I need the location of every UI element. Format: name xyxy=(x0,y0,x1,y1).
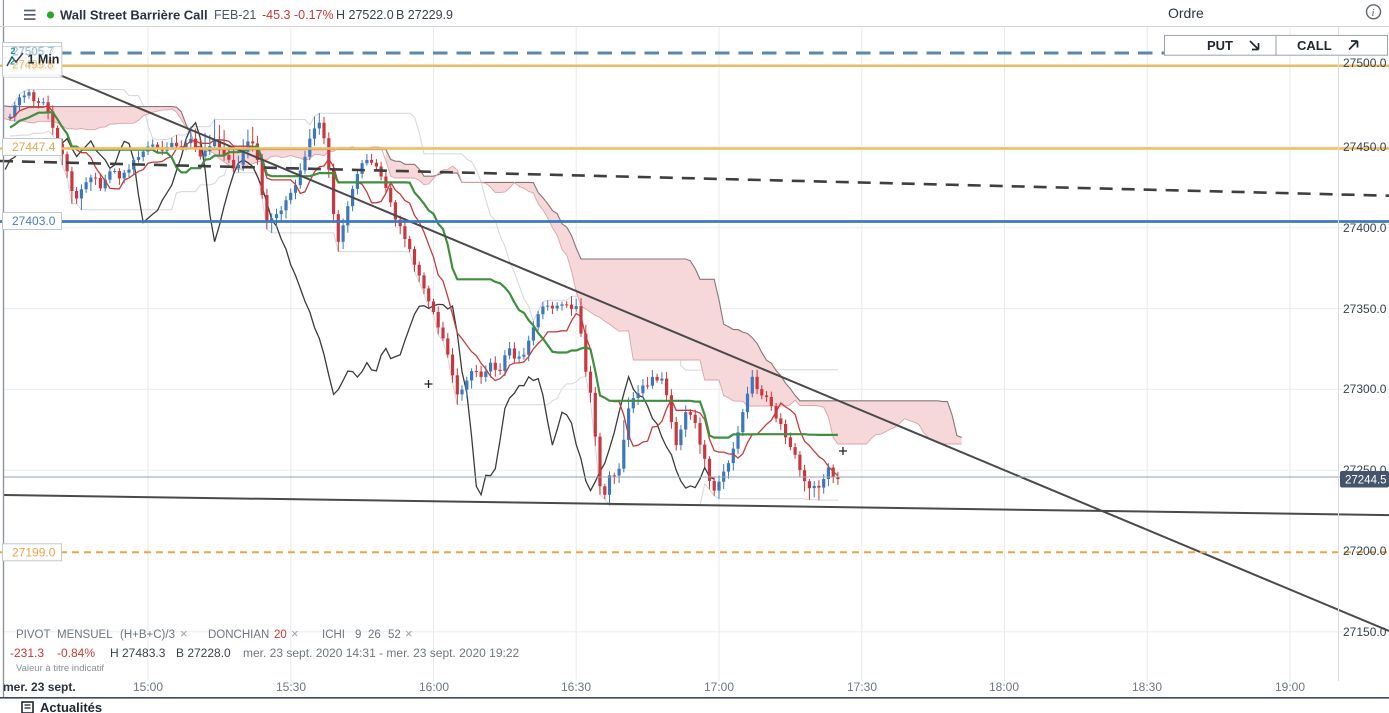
svg-text:×: × xyxy=(405,626,413,641)
svg-text:52: 52 xyxy=(388,629,401,641)
svg-text:mer. 23 sept.: mer. 23 sept. xyxy=(3,680,76,694)
svg-text:9: 9 xyxy=(355,629,361,641)
svg-text:18:30: 18:30 xyxy=(1132,680,1162,694)
svg-text:i: i xyxy=(1372,7,1375,19)
svg-text:26: 26 xyxy=(368,629,381,641)
svg-text:1 Min: 1 Min xyxy=(28,53,60,67)
svg-text:Actualités: Actualités xyxy=(40,700,102,713)
svg-text:Ordre: Ordre xyxy=(1168,5,1204,21)
svg-text:-45.3: -45.3 xyxy=(262,8,291,22)
svg-text:27300.0: 27300.0 xyxy=(1343,382,1387,396)
svg-text:(H+B+C)/3: (H+B+C)/3 xyxy=(120,629,175,641)
svg-text:18:00: 18:00 xyxy=(989,680,1019,694)
svg-text:×: × xyxy=(291,626,299,641)
svg-text:2: 2 xyxy=(11,46,16,56)
svg-text:27500.0: 27500.0 xyxy=(1343,56,1387,70)
svg-text:16:30: 16:30 xyxy=(561,680,591,694)
svg-text:17:30: 17:30 xyxy=(847,680,877,694)
svg-text:27350.0: 27350.0 xyxy=(1343,302,1387,316)
svg-text:27505.7: 27505.7 xyxy=(12,47,54,59)
svg-text:19:00: 19:00 xyxy=(1275,680,1305,694)
svg-text:27499.8: 27499.8 xyxy=(12,60,54,72)
svg-text:MENSUEL: MENSUEL xyxy=(57,629,113,641)
svg-text:-231.3: -231.3 xyxy=(10,646,44,660)
svg-text:ICHI: ICHI xyxy=(322,629,345,641)
svg-text:27199.0: 27199.0 xyxy=(12,545,56,559)
svg-text:B 27228.0: B 27228.0 xyxy=(176,646,231,660)
svg-text:-0.17%: -0.17% xyxy=(294,8,334,22)
svg-text:PUT: PUT xyxy=(1207,38,1233,53)
svg-text:Wall Street Barrière Call: Wall Street Barrière Call xyxy=(60,8,208,23)
svg-text:27447.4: 27447.4 xyxy=(12,140,56,154)
svg-text:27400.0: 27400.0 xyxy=(1343,221,1387,235)
svg-text:H 27483.3: H 27483.3 xyxy=(110,646,166,660)
svg-text:DONCHIAN: DONCHIAN xyxy=(208,629,269,641)
svg-text:2: 2 xyxy=(10,57,15,67)
svg-text:B 27229.9: B 27229.9 xyxy=(396,8,453,22)
svg-text:PIVOT: PIVOT xyxy=(16,629,51,641)
svg-text:mer. 23 sept. 2020 14:31 - mer: mer. 23 sept. 2020 14:31 - mer. 23 sept.… xyxy=(243,646,520,660)
svg-text:20: 20 xyxy=(274,629,287,641)
svg-text:FEB-21: FEB-21 xyxy=(214,8,256,22)
svg-text:×: × xyxy=(180,626,188,641)
svg-text:17:00: 17:00 xyxy=(704,680,734,694)
svg-text:H 27522.0: H 27522.0 xyxy=(336,8,394,22)
svg-text:CALL: CALL xyxy=(1297,38,1332,53)
svg-text:16:00: 16:00 xyxy=(419,680,449,694)
svg-text:27200.0: 27200.0 xyxy=(1343,544,1387,558)
svg-text:27450.0: 27450.0 xyxy=(1343,140,1387,154)
svg-text:27244.5: 27244.5 xyxy=(1345,475,1387,487)
svg-text:-0.84%: -0.84% xyxy=(57,646,95,660)
svg-text:Valeur à titre indicatif: Valeur à titre indicatif xyxy=(16,663,104,674)
svg-text:15:30: 15:30 xyxy=(276,680,306,694)
svg-text:27403.0: 27403.0 xyxy=(12,214,56,228)
svg-text:27150.0: 27150.0 xyxy=(1343,625,1387,639)
svg-text:15:00: 15:00 xyxy=(133,680,163,694)
